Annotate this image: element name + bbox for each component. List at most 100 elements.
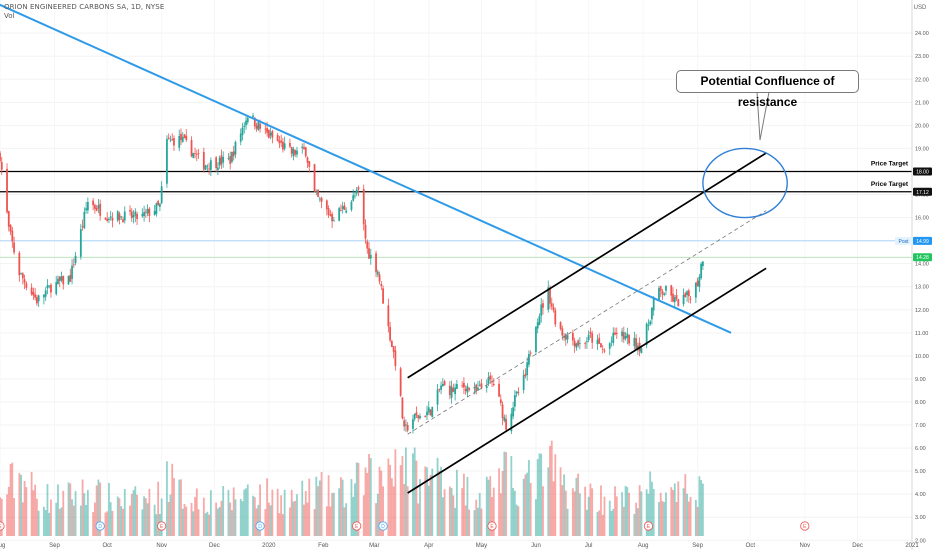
- volume-bar: [148, 488, 151, 536]
- volume-bar: [58, 508, 61, 536]
- candle-body: [194, 153, 196, 155]
- volume-bar: [536, 459, 539, 536]
- candle-body: [292, 148, 295, 157]
- event-marker[interactable]: [0, 521, 5, 531]
- volume-bar: [317, 486, 319, 536]
- event-marker[interactable]: [487, 521, 497, 531]
- event-marker[interactable]: [157, 521, 167, 531]
- volume-bar: [239, 498, 242, 536]
- horizontal-levels: [0, 170, 912, 258]
- candle-body: [7, 211, 10, 227]
- downtrend-line[interactable]: [0, 0, 732, 334]
- volume-bar: [550, 440, 553, 536]
- candle-body: [58, 276, 61, 281]
- volume-bar: [6, 494, 8, 536]
- candle-body: [415, 412, 418, 416]
- confluence-ellipse[interactable]: [702, 147, 788, 219]
- volume-bar: [626, 487, 629, 536]
- candle-body: [485, 385, 488, 389]
- volume-bar: [130, 493, 133, 536]
- candle-body: [25, 283, 28, 288]
- candle-body: [341, 206, 344, 209]
- volume-bar: [624, 485, 627, 536]
- event-marker[interactable]: [800, 521, 810, 531]
- candle-body: [320, 197, 323, 202]
- candle-body: [18, 252, 21, 276]
- candle-body: [477, 387, 479, 391]
- volume-bar: [32, 490, 35, 536]
- candle-body: [436, 389, 439, 405]
- candle-body: [294, 150, 297, 155]
- candle-body: [652, 298, 655, 311]
- candle-body: [173, 138, 175, 146]
- volume-bar: [566, 508, 569, 536]
- y-axis-panel: [912, 0, 932, 550]
- y-tick-label: 19.00: [915, 146, 929, 152]
- volume-bar: [11, 462, 14, 536]
- x-tick-label: Aug: [638, 543, 649, 549]
- price-tag: [913, 187, 932, 196]
- candle-body: [499, 399, 502, 404]
- candle-body: [658, 288, 660, 301]
- event-marker[interactable]: [255, 521, 265, 531]
- candle-body: [116, 211, 119, 221]
- volume-bar: [601, 514, 604, 536]
- volume-bar: [264, 509, 267, 536]
- trendlines[interactable]: [0, 0, 788, 494]
- candle-body: [208, 168, 211, 170]
- candle-body: [218, 157, 221, 166]
- channel-midline[interactable]: [407, 210, 767, 435]
- candle-body: [206, 165, 209, 167]
- volume-bar: [338, 488, 341, 536]
- volume-bar: [577, 473, 580, 536]
- event-marker[interactable]: [352, 521, 362, 531]
- volume-bar: [269, 505, 272, 536]
- event-marker[interactable]: [643, 521, 654, 531]
- candle-body: [331, 213, 334, 222]
- volume-bar: [603, 496, 606, 536]
- candle-body: [431, 406, 434, 418]
- candle-body: [169, 139, 172, 141]
- candle-body: [517, 392, 520, 393]
- y-tick-label: 20.00: [915, 123, 929, 129]
- candle-body: [628, 335, 630, 344]
- candle-body: [529, 352, 532, 354]
- volume-bar: [575, 477, 578, 536]
- candle-body: [37, 295, 40, 302]
- candle-body: [663, 293, 666, 295]
- candle-body: [81, 226, 84, 228]
- candle-body: [0, 152, 1, 162]
- event-marker[interactable]: [95, 521, 105, 531]
- candle-body: [202, 152, 205, 170]
- volume-bar: [123, 489, 126, 536]
- volume-bar: [313, 509, 316, 536]
- volume-bar: [259, 484, 261, 536]
- callout-label[interactable]: Potential Confluence of resistance: [676, 70, 859, 109]
- volume-bar: [255, 508, 258, 536]
- price-target-label: Price Target: [871, 181, 909, 188]
- candle-body: [549, 288, 551, 304]
- volume-bar: [614, 486, 616, 536]
- channel-line[interactable]: [407, 267, 767, 494]
- volume-bar: [44, 510, 47, 536]
- volume-bar: [542, 486, 544, 536]
- channel-line[interactable]: [407, 152, 767, 379]
- candle-body: [252, 115, 254, 117]
- candle-body: [343, 205, 346, 211]
- candle-body: [701, 261, 704, 267]
- volume-bar: [67, 482, 70, 536]
- volume-bar: [220, 500, 223, 536]
- volume-bar: [378, 466, 381, 536]
- candle-body: [93, 204, 96, 209]
- x-tick-label: Sep: [49, 543, 60, 549]
- volume-bar: [578, 493, 581, 536]
- candle-body: [329, 214, 332, 216]
- volume-bar: [7, 486, 10, 536]
- volume-bar: [665, 492, 667, 536]
- event-marker[interactable]: [378, 521, 388, 531]
- volume-bar: [267, 502, 270, 536]
- volume-bar: [526, 472, 529, 536]
- volume-bar: [475, 499, 478, 536]
